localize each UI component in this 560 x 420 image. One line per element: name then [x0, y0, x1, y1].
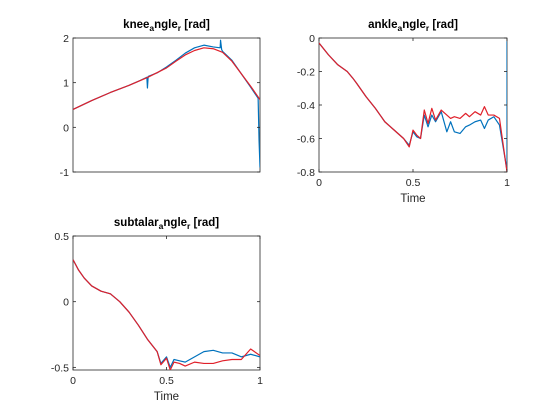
y-tick-label: -0.8	[297, 167, 315, 179]
title-part: ankle	[368, 19, 397, 31]
x-axis-label: Time	[154, 391, 179, 403]
y-tick-label: 0	[63, 122, 69, 134]
title-part: r	[178, 23, 182, 33]
chart-title: ankleangler [rad]	[368, 19, 458, 33]
subplot-2: -0.8 -0.6 -0.4 -0.2 0 0 0.5 1 ankleangler [rad] T…	[297, 19, 510, 205]
title-part: [rad]	[181, 19, 210, 31]
title-part: r	[187, 221, 191, 231]
title-part: [rad]	[190, 217, 219, 229]
x-tick-label: 0	[70, 375, 76, 387]
axes-box	[72, 37, 261, 173]
title-part: r	[426, 23, 430, 33]
x-tick-label: 1	[504, 177, 510, 189]
y-tick-label: 1	[63, 78, 69, 90]
x-tick-label: 0	[316, 177, 322, 189]
title-part: ngle	[402, 19, 426, 31]
y-tick-label: -0.4	[297, 100, 315, 112]
x-tick-label: 0.5	[159, 375, 174, 387]
title-part: a	[159, 221, 164, 231]
title-part: ngle	[163, 217, 187, 229]
y-tick-label: 2	[63, 33, 69, 45]
y-tick-label: 0	[309, 33, 315, 45]
y-tick-label: -0.6	[297, 134, 315, 146]
title-part: ngle	[154, 19, 178, 31]
title-part: [rad]	[429, 19, 458, 31]
y-tick-label: 0.5	[54, 231, 69, 243]
y-tick-label: -0.5	[51, 362, 69, 374]
chart-title: subtalarangler [rad]	[114, 217, 219, 231]
y-tick-label: 0	[63, 297, 69, 309]
axes-box	[318, 37, 508, 173]
y-tick-label: -0.2	[297, 67, 315, 79]
title-part: subtalar	[114, 217, 159, 229]
title-part: a	[149, 23, 154, 33]
series-line-2	[73, 259, 260, 370]
axes-box	[72, 235, 261, 371]
x-tick-label: 0.5	[406, 177, 421, 189]
series-line-2	[319, 42, 507, 172]
x-tick-label: 1	[257, 375, 263, 387]
title-part: knee	[123, 19, 149, 31]
x-axis-label: Time	[400, 193, 425, 205]
y-tick-label: -1	[60, 167, 69, 179]
series-line-2	[73, 47, 260, 111]
subplot-1: -1 0 1 2 kneeangler [rad]	[60, 19, 261, 179]
chart-title: kneeangler [rad]	[123, 19, 210, 33]
title-part: a	[397, 23, 402, 33]
